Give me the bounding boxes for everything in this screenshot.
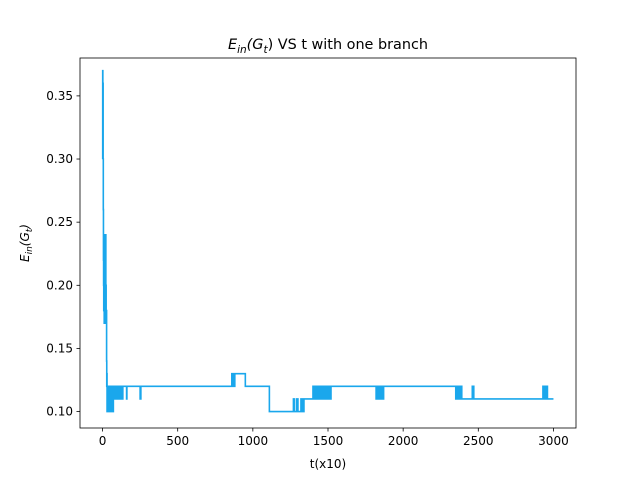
ylabel-math-e: E xyxy=(18,254,32,262)
title-rest: VS t with one branch xyxy=(273,37,428,53)
x-tick-label: 2500 xyxy=(463,434,494,448)
ylabel-math-g: (G xyxy=(18,232,32,246)
ylabel-math-sub-t: t xyxy=(25,228,35,232)
title-math-close: ) xyxy=(268,37,274,53)
y-tick-label: 0.30 xyxy=(46,152,73,166)
x-tick-label: 1000 xyxy=(238,434,269,448)
x-tick-label: 500 xyxy=(166,434,189,448)
x-tick-label: 3000 xyxy=(538,434,569,448)
y-axis: 0.10 0.15 0.20 0.25 0.30 0.35 xyxy=(46,89,80,419)
x-axis-label: t(x10) xyxy=(310,457,346,471)
y-tick-label: 0.35 xyxy=(46,89,73,103)
chart-title: Ein(Gt) VS t with one branch xyxy=(228,37,428,56)
x-tick-label: 2000 xyxy=(388,434,419,448)
y-axis-label: Ein(Gt) xyxy=(18,224,35,262)
x-tick-label: 1500 xyxy=(313,434,344,448)
ylabel-math-close: ) xyxy=(18,224,32,230)
ylabel-math-sub-in: in xyxy=(25,246,35,255)
x-axis: 0 500 1000 1500 2000 2500 3000 xyxy=(99,428,569,448)
y-tick-label: 0.15 xyxy=(46,341,73,355)
x-tick-label: 0 xyxy=(99,434,107,448)
title-math-g: (G xyxy=(247,37,264,53)
title-math-sub-in: in xyxy=(237,44,247,56)
y-tick-label: 0.10 xyxy=(46,405,73,419)
title-math-sub-t: t xyxy=(263,44,268,56)
y-tick-label: 0.20 xyxy=(46,278,73,292)
series-line-0 xyxy=(101,69,554,413)
y-tick-label: 0.25 xyxy=(46,215,73,229)
title-math-e: E xyxy=(228,37,238,53)
